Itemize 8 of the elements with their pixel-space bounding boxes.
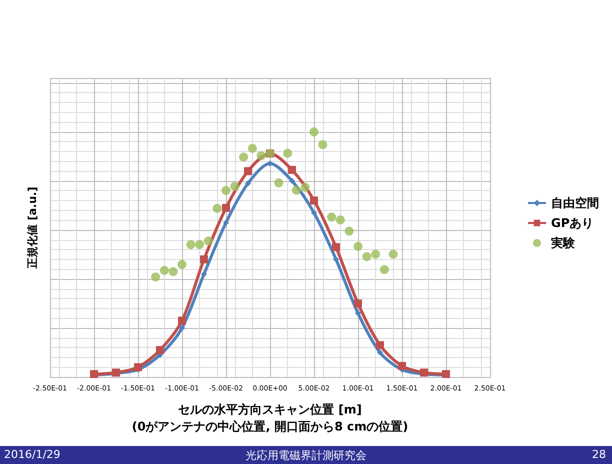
y-axis-title: 正規化値 [a.u.]	[26, 186, 39, 270]
text: 2016/1/29	[4, 448, 60, 461]
legend-label: 自由空間	[551, 196, 599, 210]
x-axis-title: セルの水平方向スキャン位置 [m] (0がアンテナの中心位置, 開口面から8 cmの位置)	[132, 402, 408, 434]
text: 光応用電磁界計測研究会	[246, 448, 366, 463]
legend-label: GPあり	[551, 216, 594, 230]
text: 28	[592, 448, 606, 461]
legend-label: 実験	[550, 236, 576, 250]
